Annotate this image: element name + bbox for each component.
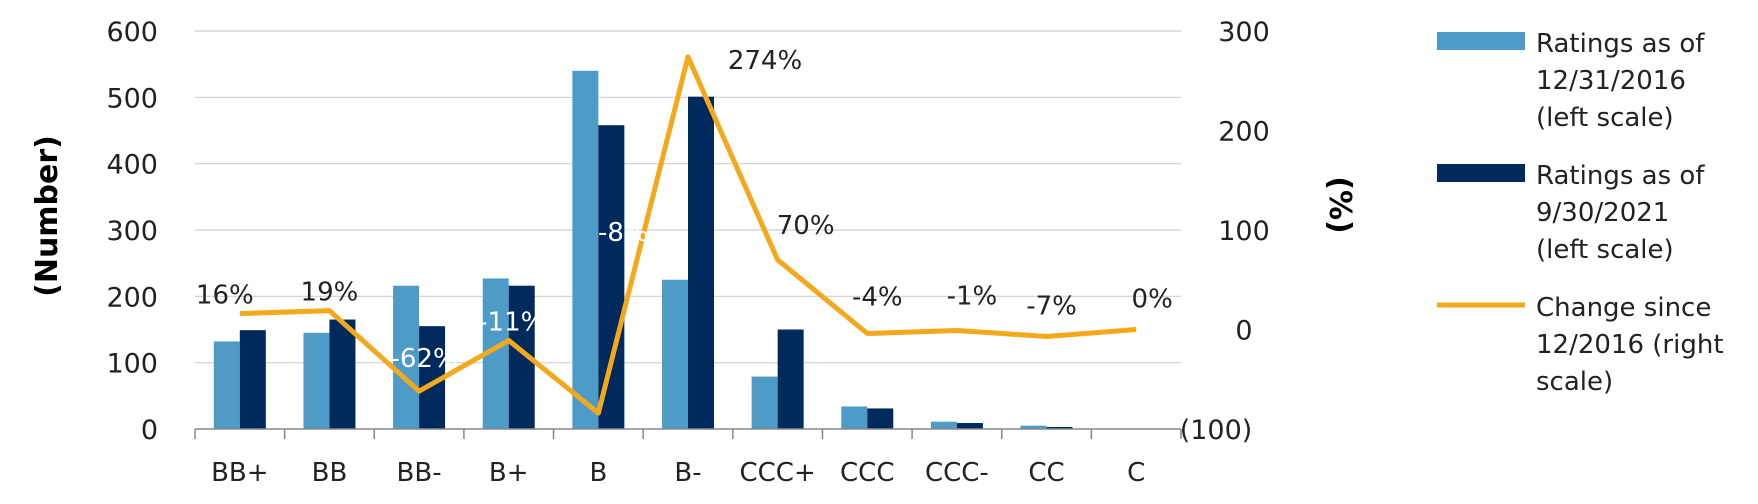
y-tick-right: 300 <box>1218 17 1270 48</box>
line-data-label: 19% <box>301 278 359 308</box>
legend-swatch <box>1437 164 1525 182</box>
x-tick-label: CC <box>1028 458 1064 488</box>
legend-label: Ratings as of <box>1536 161 1705 191</box>
y-tick-left: 600 <box>106 17 158 48</box>
bar-2016 <box>841 406 868 429</box>
bar-2021 <box>239 330 266 429</box>
bar-2016 <box>930 421 957 429</box>
y-tick-right: (100) <box>1180 415 1253 446</box>
bar-2016 <box>751 376 778 429</box>
bar-2021 <box>867 408 894 429</box>
bar-2021 <box>598 125 625 430</box>
x-tick-label: CCC+ <box>740 458 816 488</box>
x-tick-label: B <box>589 458 607 488</box>
y-axis-title-left: (Number) <box>30 135 65 297</box>
bar-2021 <box>329 319 356 429</box>
line-data-label: -8% <box>598 218 649 248</box>
change-line-path <box>239 54 1137 416</box>
line-data-label: -4% <box>852 282 903 312</box>
y-tick-right: 200 <box>1218 117 1270 148</box>
bar-2021 <box>777 329 804 429</box>
bar-2016 <box>1020 425 1047 429</box>
bar-2021 <box>1046 427 1073 429</box>
x-tick-label: CCC <box>840 458 894 488</box>
x-tick-label: BB- <box>397 458 442 488</box>
y-tick-left: 300 <box>106 216 158 247</box>
bars <box>213 70 1073 430</box>
line-data-label: 70% <box>777 211 835 241</box>
change-line <box>239 54 1137 416</box>
legend-swatch <box>1437 32 1525 50</box>
line-data-label: -1% <box>947 281 998 311</box>
y-tick-left: 200 <box>106 282 158 313</box>
y-axis-title-right: (%) <box>1322 176 1357 233</box>
line-data-label: -11% <box>478 307 545 337</box>
legend-label: 9/30/2021 <box>1536 198 1669 228</box>
bar-2016 <box>213 341 240 429</box>
x-tick-label: BB <box>312 458 348 488</box>
legend-label: Change since <box>1536 293 1711 323</box>
bar-2016 <box>572 70 599 430</box>
y-tick-right: 100 <box>1218 216 1270 247</box>
x-tick-label: B+ <box>489 458 529 488</box>
legend-label: Ratings as of <box>1536 29 1705 59</box>
x-tick-label: B- <box>674 458 701 488</box>
legend-label: (left scale) <box>1536 235 1674 265</box>
bar-2016 <box>662 279 688 429</box>
line-data-label: -62% <box>391 344 458 374</box>
x-tick-label: C <box>1127 458 1145 488</box>
y-tick-left: 0 <box>141 415 158 446</box>
x-tick-label: CCC- <box>925 458 989 488</box>
line-data-label: 16% <box>196 281 254 311</box>
legend: Ratings as of 12/31/2016 (left scale) Ratin… <box>1437 29 1724 397</box>
bar-2016 <box>393 285 420 429</box>
line-data-label: 274% <box>728 46 802 76</box>
legend-label: 12/2016 (right <box>1536 330 1724 360</box>
y-tick-left: 100 <box>106 349 158 380</box>
y-tick-left: 400 <box>106 150 158 181</box>
legend-label: (left scale) <box>1536 103 1674 133</box>
legend-label: scale) <box>1536 367 1613 397</box>
bar-2021 <box>688 96 714 430</box>
legend-label: 12/31/2016 <box>1536 66 1686 96</box>
y-tick-right: 0 <box>1235 316 1252 347</box>
line-data-label: 0% <box>1132 285 1173 315</box>
line-data-label: -7% <box>1026 291 1077 321</box>
bar-2021 <box>956 423 983 429</box>
data-labels: 16% 19% -62% -11% -8% 274% 70% -4% -1% -7% 0% <box>196 46 1173 374</box>
x-tick-label: BB+ <box>211 458 268 488</box>
bar-2016 <box>303 332 330 429</box>
y-tick-left: 500 <box>106 83 158 114</box>
